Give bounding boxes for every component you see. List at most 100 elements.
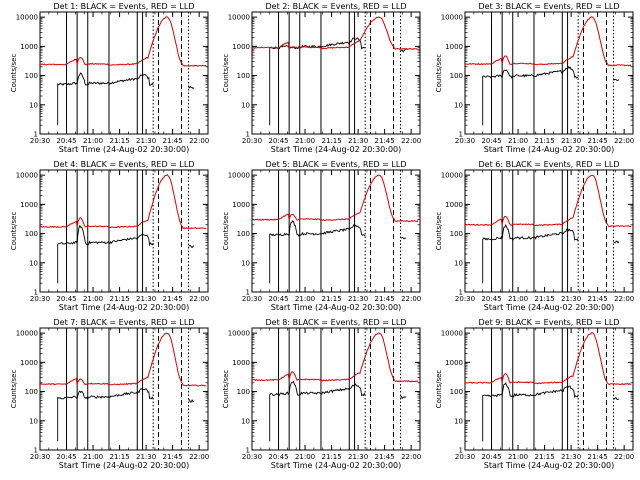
x-tick-label: 21:00 <box>295 453 315 461</box>
x-tick-label: 20:30 <box>30 453 50 461</box>
y-tick-label: 1 <box>246 131 250 139</box>
lld-series-line <box>252 332 419 383</box>
x-tick-label: 22:00 <box>614 295 634 303</box>
axes-frame <box>39 11 209 135</box>
x-tick-label: 21:45 <box>163 295 183 303</box>
panel-title: Det 6: BLACK = Events, RED = LLD <box>479 160 620 169</box>
axes-frame <box>464 11 634 135</box>
y-tick-label: 1000 <box>232 201 250 209</box>
x-tick-label: 20:45 <box>268 137 288 145</box>
axes-frame <box>39 169 209 293</box>
x-tick-label: 20:30 <box>455 295 475 303</box>
y-tick-label: 10000 <box>441 330 463 338</box>
x-tick-label: 21:00 <box>295 295 315 303</box>
x-axis-label: Start Time (24-Aug-02 20:30:00) <box>271 145 402 154</box>
events-series-line <box>482 382 579 442</box>
axes-frame <box>464 327 634 451</box>
x-tick-label: 22:00 <box>614 453 634 461</box>
x-tick-label: 22:00 <box>401 137 421 145</box>
lld-series-line <box>251 16 419 51</box>
y-tick-label: 10 <box>241 417 250 425</box>
events-series-tail <box>188 244 195 249</box>
axes-frame <box>39 327 209 451</box>
x-tick-label: 21:30 <box>136 295 156 303</box>
x-tick-label: 20:45 <box>56 295 76 303</box>
panel-det-7: Det 7: BLACK = Events, RED = LLD 1 10 100 10… <box>10 318 209 470</box>
x-tick-label: 22:00 <box>401 453 421 461</box>
y-tick-label: 10000 <box>16 330 38 338</box>
y-tick-label: 1 <box>34 447 38 455</box>
y-axis-label: Counts/sec <box>435 212 443 251</box>
x-tick-label: 22:00 <box>189 137 209 145</box>
y-tick-label: 10 <box>241 259 250 267</box>
lld-series-line <box>464 16 632 67</box>
x-tick-label: 21:00 <box>508 295 528 303</box>
y-tick-label: 10000 <box>228 14 250 22</box>
x-tick-label: 21:15 <box>109 137 129 145</box>
x-tick-label: 21:15 <box>109 295 129 303</box>
y-tick-label: 10 <box>454 259 463 267</box>
events-series-tail <box>613 240 620 244</box>
x-tick-label: 22:00 <box>189 453 209 461</box>
y-tick-label: 1 <box>34 131 38 139</box>
x-tick-label: 20:45 <box>481 295 501 303</box>
panel-title: Det 7: BLACK = Events, RED = LLD <box>54 318 195 327</box>
x-axis-label: Start Time (24-Aug-02 20:30:00) <box>271 461 402 470</box>
x-tick-label: 21:45 <box>375 137 395 145</box>
y-tick-label: 1000 <box>20 43 38 51</box>
x-axis-label: Start Time (24-Aug-02 20:30:00) <box>484 303 615 312</box>
y-tick-label: 10 <box>241 101 250 109</box>
x-tick-label: 20:30 <box>30 295 50 303</box>
x-tick-label: 21:15 <box>321 295 341 303</box>
y-axis-label: Counts/sec <box>10 54 18 93</box>
events-series-tail <box>400 395 407 400</box>
x-tick-label: 21:45 <box>375 453 395 461</box>
y-tick-label: 10000 <box>16 172 38 180</box>
x-tick-label: 21:30 <box>136 453 156 461</box>
events-series-tail <box>400 236 407 240</box>
y-tick-label: 10 <box>29 259 38 267</box>
y-tick-label: 1 <box>34 289 38 297</box>
x-axis-label: Start Time (24-Aug-02 20:30:00) <box>484 461 615 470</box>
y-axis-label: Counts/sec <box>10 212 18 251</box>
y-tick-label: 100 <box>237 388 250 396</box>
y-tick-label: 100 <box>237 72 250 80</box>
y-tick-label: 1000 <box>20 201 38 209</box>
x-tick-label: 21:30 <box>348 137 368 145</box>
axes-frame <box>251 169 421 293</box>
x-tick-label: 21:30 <box>348 453 368 461</box>
x-tick-label: 20:30 <box>242 295 262 303</box>
y-tick-label: 1 <box>459 131 463 139</box>
x-tick-label: 21:45 <box>375 295 395 303</box>
y-tick-label: 10000 <box>16 14 38 22</box>
x-tick-label: 21:30 <box>561 453 581 461</box>
x-tick-label: 21:30 <box>561 137 581 145</box>
y-tick-label: 10 <box>29 417 38 425</box>
x-tick-label: 20:45 <box>481 137 501 145</box>
y-tick-label: 100 <box>450 388 463 396</box>
panel-det-1: Det 1: BLACK = Events, RED = LLD 1 10 100 10… <box>10 2 209 154</box>
panel-det-2: Det 2: BLACK = Events, RED = LLD 1 10 100 10… <box>222 2 421 154</box>
x-axis-label: Start Time (24-Aug-02 20:30:00) <box>59 303 190 312</box>
x-tick-label: 20:30 <box>455 453 475 461</box>
y-axis-label: Counts/sec <box>10 370 18 409</box>
x-tick-label: 21:00 <box>508 453 528 461</box>
y-tick-label: 100 <box>25 388 38 396</box>
y-tick-label: 1 <box>459 289 463 297</box>
panel-det-6: Det 6: BLACK = Events, RED = LLD 1 10 100 10… <box>435 160 634 312</box>
panel-det-4: Det 4: BLACK = Events, RED = LLD 1 10 100 10… <box>10 160 209 312</box>
x-tick-label: 20:45 <box>56 137 76 145</box>
events-series-line <box>269 220 366 284</box>
panel-title: Det 9: BLACK = Events, RED = LLD <box>479 318 620 327</box>
events-series-line <box>57 72 154 126</box>
y-tick-label: 1 <box>246 447 250 455</box>
y-tick-label: 1000 <box>445 43 463 51</box>
events-series-tail <box>613 397 619 401</box>
x-tick-label: 20:30 <box>455 137 475 145</box>
y-tick-label: 1 <box>246 289 250 297</box>
x-tick-label: 20:30 <box>242 137 262 145</box>
axes-frame <box>251 11 421 135</box>
events-series-line <box>482 65 579 126</box>
x-tick-label: 21:15 <box>321 137 341 145</box>
